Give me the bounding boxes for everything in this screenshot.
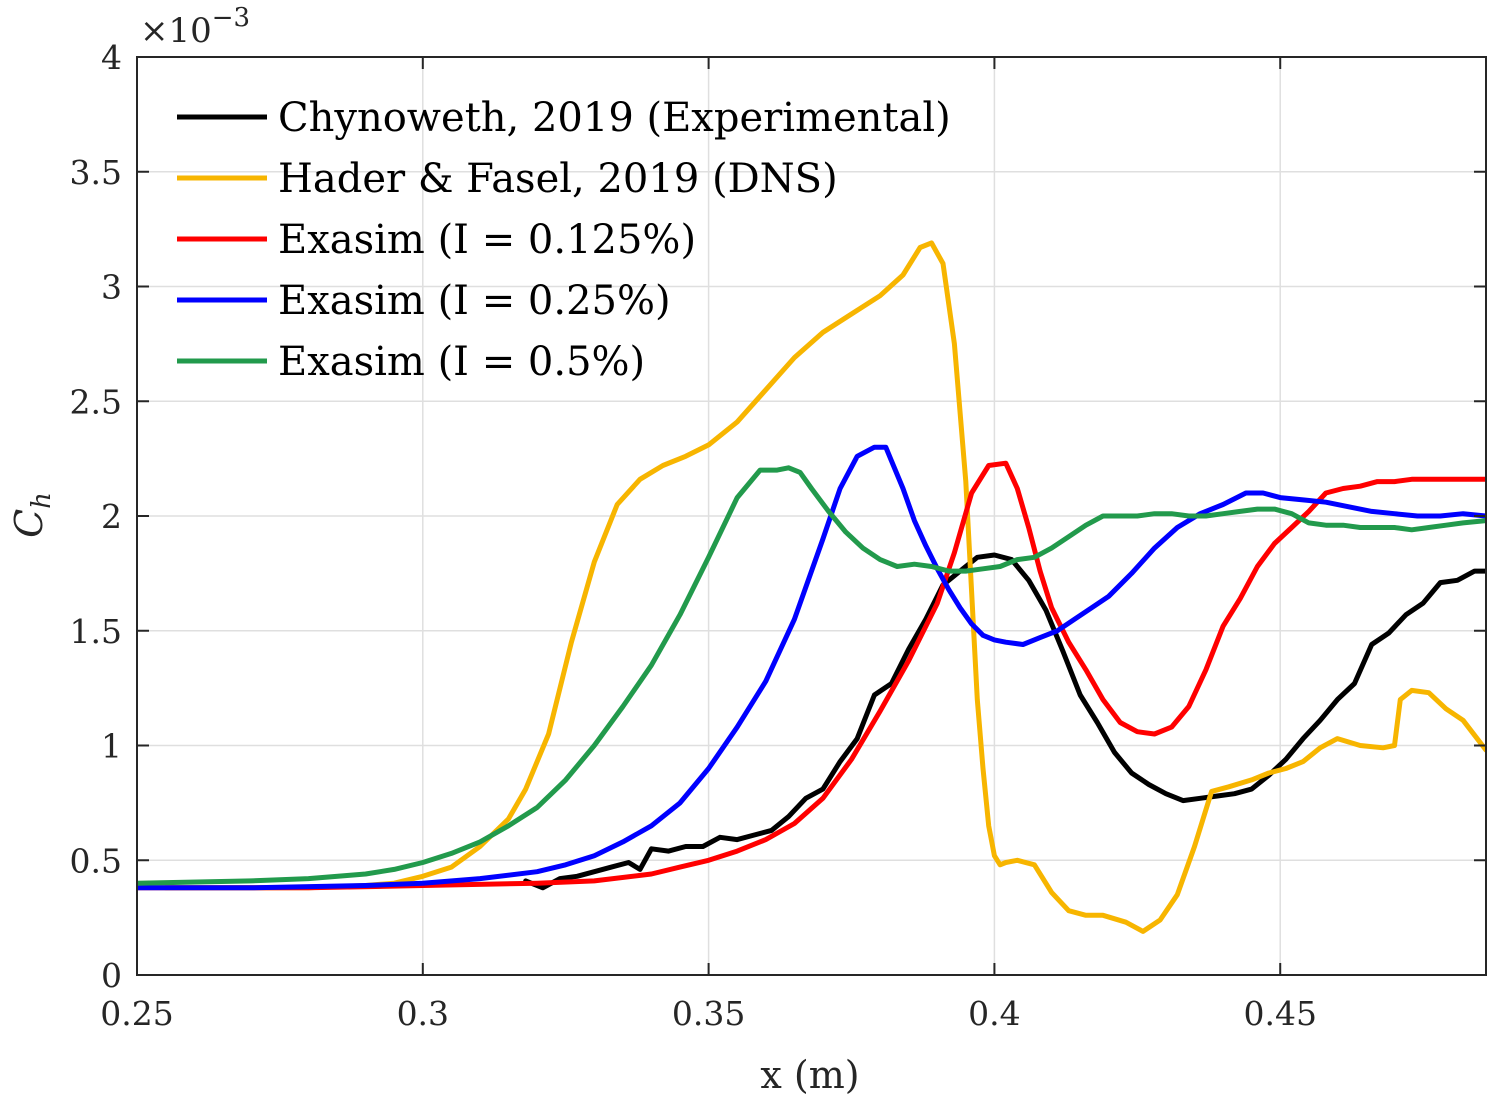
x-axis-title: x (m) bbox=[760, 1053, 859, 1097]
legend: Chynoweth, 2019 (Experimental) Hader & Fa… bbox=[177, 95, 951, 385]
x-tick-label: 0.3 bbox=[397, 994, 449, 1033]
legend-label: Chynoweth, 2019 (Experimental) bbox=[278, 95, 951, 141]
y-tick-label: 3 bbox=[101, 268, 122, 307]
legend-label: Exasim (I = 0.25%) bbox=[278, 278, 671, 324]
series-line-2 bbox=[163, 240, 1486, 934]
y-tick-label: 0 bbox=[101, 956, 122, 995]
legend-label: Exasim (I = 0.5%) bbox=[278, 339, 645, 385]
y-tick-label: 3.5 bbox=[70, 153, 122, 192]
x-tick-label: 0.35 bbox=[672, 994, 745, 1033]
series-line-1 bbox=[523, 552, 1486, 891]
grid bbox=[137, 57, 1486, 975]
y-tick-label: 2 bbox=[101, 497, 122, 536]
series-line-4 bbox=[137, 444, 1486, 891]
legend-label: Exasim (I = 0.125%) bbox=[278, 217, 696, 263]
x-tick-label: 0.25 bbox=[100, 994, 173, 1033]
x-tick-label: 0.4 bbox=[968, 994, 1020, 1033]
y-tick-label: 2.5 bbox=[70, 382, 122, 421]
x-tick-label: 0.45 bbox=[1243, 994, 1316, 1033]
y-axis-title: Ch bbox=[7, 492, 57, 538]
y-tick-label: 4 bbox=[101, 38, 122, 77]
series-line-3 bbox=[137, 460, 1486, 891]
ticks bbox=[136, 56, 1486, 976]
plot-series bbox=[137, 240, 1486, 934]
y-tick-label: 1.5 bbox=[70, 612, 122, 651]
y-tick-label: 1 bbox=[101, 727, 122, 766]
y-tick-label: 0.5 bbox=[70, 841, 122, 880]
tick-labels: 0.25 0.3 0.35 0.4 0.45 0 0.5 1 1.5 2 2.5 3 3.5 4 bbox=[70, 38, 1317, 1033]
legend-label: Hader & Fasel, 2019 (DNS) bbox=[278, 156, 838, 202]
series-line-5 bbox=[137, 465, 1486, 886]
